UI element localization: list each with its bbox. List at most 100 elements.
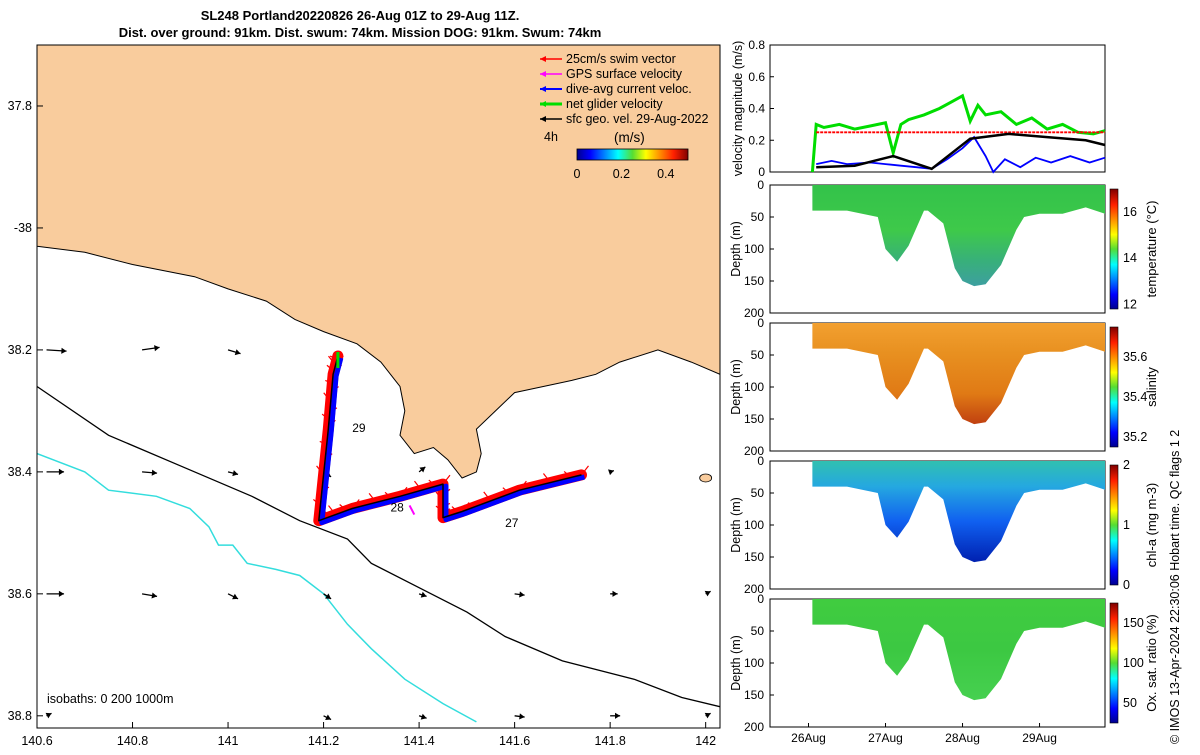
salinity-colorbar-label: salinity (1144, 367, 1159, 407)
map-xtick-label: 140.6 (21, 734, 52, 748)
geo-vector-head (151, 592, 158, 599)
swim-vector (352, 502, 361, 507)
swim-vector (442, 474, 451, 485)
legend-label: net glider velocity (566, 97, 663, 111)
isobath-200m (37, 385, 720, 708)
credit-text: © IMOS 13-Apr-2024 22:30:06 Hobart time.… (1168, 429, 1182, 744)
geo-vector-head (45, 712, 52, 719)
salinity-ytick-label: 200 (744, 444, 764, 458)
dive-avg-vectors-band (319, 357, 586, 526)
temperature-colorbar-tick: 16 (1123, 205, 1137, 219)
salinity-ytick-label: 150 (744, 412, 764, 426)
oxygen-colorbar-label: Ox. sat. ratio (%) (1144, 614, 1159, 712)
swim-vector (339, 504, 348, 511)
swim-vector (414, 480, 422, 491)
swim-vector (316, 465, 325, 476)
map-ytick-label: 37.8 (8, 99, 32, 113)
colorbar-tick-label: 0.2 (613, 167, 630, 181)
title-line-2: Dist. over ground: 91km. Dist. swum: 74k… (118, 25, 602, 40)
salinity-colorbar-tick: 35.4 (1123, 390, 1147, 404)
geo-vector-head (420, 713, 427, 720)
legend-swatch-head (540, 86, 546, 92)
oxygen-colorbar-tick: 100 (1123, 656, 1144, 670)
glider-track (318, 355, 582, 522)
geo-vector-head (58, 468, 65, 475)
temperature-ytick-label: 200 (744, 306, 764, 320)
day-label: 29 (352, 421, 366, 435)
oxygen-ytick-label: 150 (744, 688, 764, 702)
chlorophyll-colorbar-label: chl-a (mg m-3) (1144, 483, 1159, 568)
geo-vector-head (704, 712, 711, 719)
swim-vector (351, 499, 360, 509)
chlorophyll-colorbar-tick: 2 (1123, 458, 1130, 472)
swim-vector (321, 413, 330, 421)
salinity-ytick-label: 100 (744, 380, 764, 394)
salinity-colorbar (1109, 326, 1119, 448)
title-line-1: SL248 Portland20220826 26-Aug 01Z to 29-… (200, 8, 520, 23)
swim-vector (368, 492, 377, 503)
swim-vector (326, 364, 335, 372)
geo-vector-head (61, 347, 67, 354)
speed-colorbar (576, 148, 689, 161)
swim-vector (435, 491, 444, 502)
legend-label: dive-avg current veloc. (566, 82, 692, 96)
chlorophyll-colorbar (1109, 464, 1119, 586)
velocity-series-line (810, 93, 1106, 173)
temperature-section-fill (812, 185, 1105, 287)
swim-vector (312, 498, 321, 506)
islet (699, 473, 713, 483)
day-label: 27 (505, 516, 519, 530)
swim-vector (328, 355, 336, 366)
temperature-colorbar-tick: 14 (1123, 251, 1137, 265)
map-panel: 29 28 27 isobaths: 0 200 1000m 140.6 140.8 141… (8, 44, 721, 748)
map-xtick-label: 141 (218, 734, 239, 748)
legend-label: sfc geo. vel. 29-Aug-2022 (566, 112, 708, 126)
swim-vector (563, 471, 572, 478)
temperature-colorbar-tick: 12 (1123, 297, 1137, 311)
day-label: 28 (390, 501, 404, 515)
map-xtick-label: 142 (695, 734, 716, 748)
map-ytick-label: 38.2 (8, 343, 32, 357)
legend-swatch-head (540, 56, 546, 62)
temperature-ylabel: Depth (m) (729, 221, 743, 277)
legend-label: GPS surface velocity (566, 67, 683, 81)
oxygen-ytick-label: 50 (751, 624, 765, 638)
geo-vector-head (151, 469, 158, 476)
geo-vector-head (232, 593, 239, 600)
section-xtick-label: 29Aug (1022, 731, 1057, 745)
swim-vector (329, 355, 338, 360)
legend-swatch-head (540, 101, 546, 107)
temperature-ytick-label: 50 (751, 210, 765, 224)
geo-vector-head (608, 469, 614, 476)
legend-4h: 4h (544, 130, 558, 144)
oxygen-colorbar (1109, 602, 1119, 724)
map-ytick-label: 38.4 (8, 465, 32, 479)
map-xtick-label: 141.2 (308, 734, 339, 748)
swim-vector (399, 486, 408, 497)
oxygen-ylabel: Depth (m) (729, 635, 743, 691)
swim-vector (399, 490, 408, 495)
geo-vector-head (420, 591, 427, 598)
velocity-series-line (816, 135, 1106, 174)
swim-vector (435, 505, 444, 513)
temperature-colorbar (1109, 188, 1119, 310)
swim-vector (502, 487, 511, 495)
velocity-ytick-label: 0.2 (748, 133, 765, 147)
temperature-ytick-label: 150 (744, 274, 764, 288)
temperature-ytick-label: 100 (744, 242, 764, 256)
geo-vector-head (615, 712, 621, 719)
chlorophyll-colorbar-tick: 0 (1123, 578, 1130, 592)
map-ytick-label: 38.8 (8, 709, 32, 723)
swim-vector (518, 480, 527, 491)
colorbar-tick-label: 0 (574, 167, 581, 181)
gps-velocity-mark (408, 504, 416, 516)
salinity-colorbar-tick: 35.2 (1123, 430, 1147, 444)
geo-vector-head (154, 345, 160, 352)
geo-vector-head (58, 590, 65, 597)
geo-vector-head (519, 713, 525, 720)
chlorophyll-ytick-label: 50 (751, 486, 765, 500)
map-xtick-label: 141.6 (499, 734, 530, 748)
